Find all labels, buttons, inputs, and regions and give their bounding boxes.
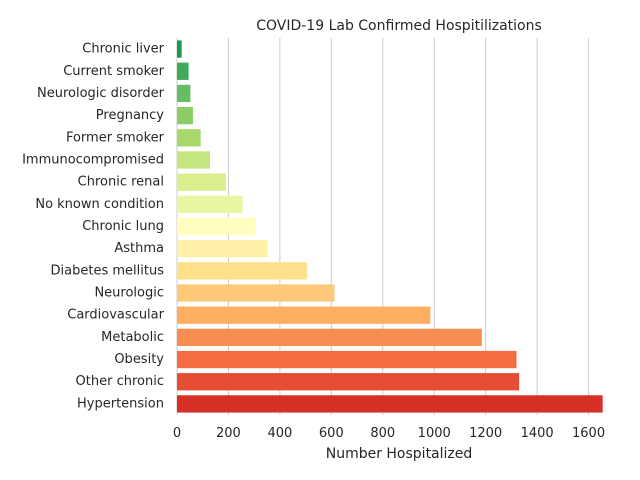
category-label: Immunocompromised (22, 152, 164, 167)
x-tick-label: 800 (370, 426, 395, 441)
category-label: Chronic lung (82, 219, 164, 234)
bar (177, 284, 335, 302)
bar (177, 306, 431, 324)
category-label: Chronic liver (82, 42, 164, 57)
category-label: Obesity (114, 352, 164, 367)
bar (177, 328, 482, 347)
category-label: Neurologic disorder (37, 86, 165, 101)
x-tick-label: 400 (267, 426, 292, 441)
category-label: No known condition (35, 197, 164, 212)
x-tick-label: 1400 (521, 426, 554, 441)
grid-lines (176, 38, 590, 415)
category-label: Neurologic (94, 286, 164, 301)
x-axis-label: Number Hospitalized (326, 446, 473, 462)
bar (177, 350, 517, 369)
bar (177, 106, 193, 125)
bar (177, 395, 603, 413)
bar (177, 217, 256, 236)
bar (177, 84, 191, 103)
category-label: Other chronic (76, 374, 164, 389)
category-label: Current smoker (63, 64, 164, 79)
x-tick-label: 200 (216, 426, 241, 441)
x-tick-label: 1000 (418, 426, 451, 441)
x-tick-label: 1600 (572, 426, 605, 441)
x-tick-label: 600 (319, 426, 344, 441)
x-tick-label: 0 (173, 426, 181, 441)
category-label: Diabetes mellitus (51, 263, 165, 278)
category-label: Pregnancy (96, 108, 165, 123)
bar (177, 62, 189, 80)
bar (177, 262, 307, 280)
x-tick-labels: 0 200 400 600 800 1000 1200 1400 1600 (173, 426, 605, 441)
bars (177, 40, 603, 413)
bar (177, 40, 182, 58)
bar (177, 195, 243, 213)
bar (177, 173, 226, 191)
category-labels: Chronic liver Current smoker Neurologic di… (22, 42, 165, 412)
bar (177, 240, 268, 258)
category-label: Hypertension (77, 396, 164, 411)
category-label: Cardiovascular (67, 308, 164, 323)
category-label: Asthma (114, 241, 164, 256)
chart-title: COVID-19 Lab Confirmed Hospitilizations (256, 18, 542, 34)
bar (177, 129, 201, 147)
bar (177, 151, 210, 169)
category-label: Chronic renal (78, 175, 164, 190)
category-label: Metabolic (101, 330, 164, 345)
category-label: Former smoker (66, 130, 165, 145)
x-tick-label: 1200 (469, 426, 502, 441)
bar (177, 373, 520, 391)
